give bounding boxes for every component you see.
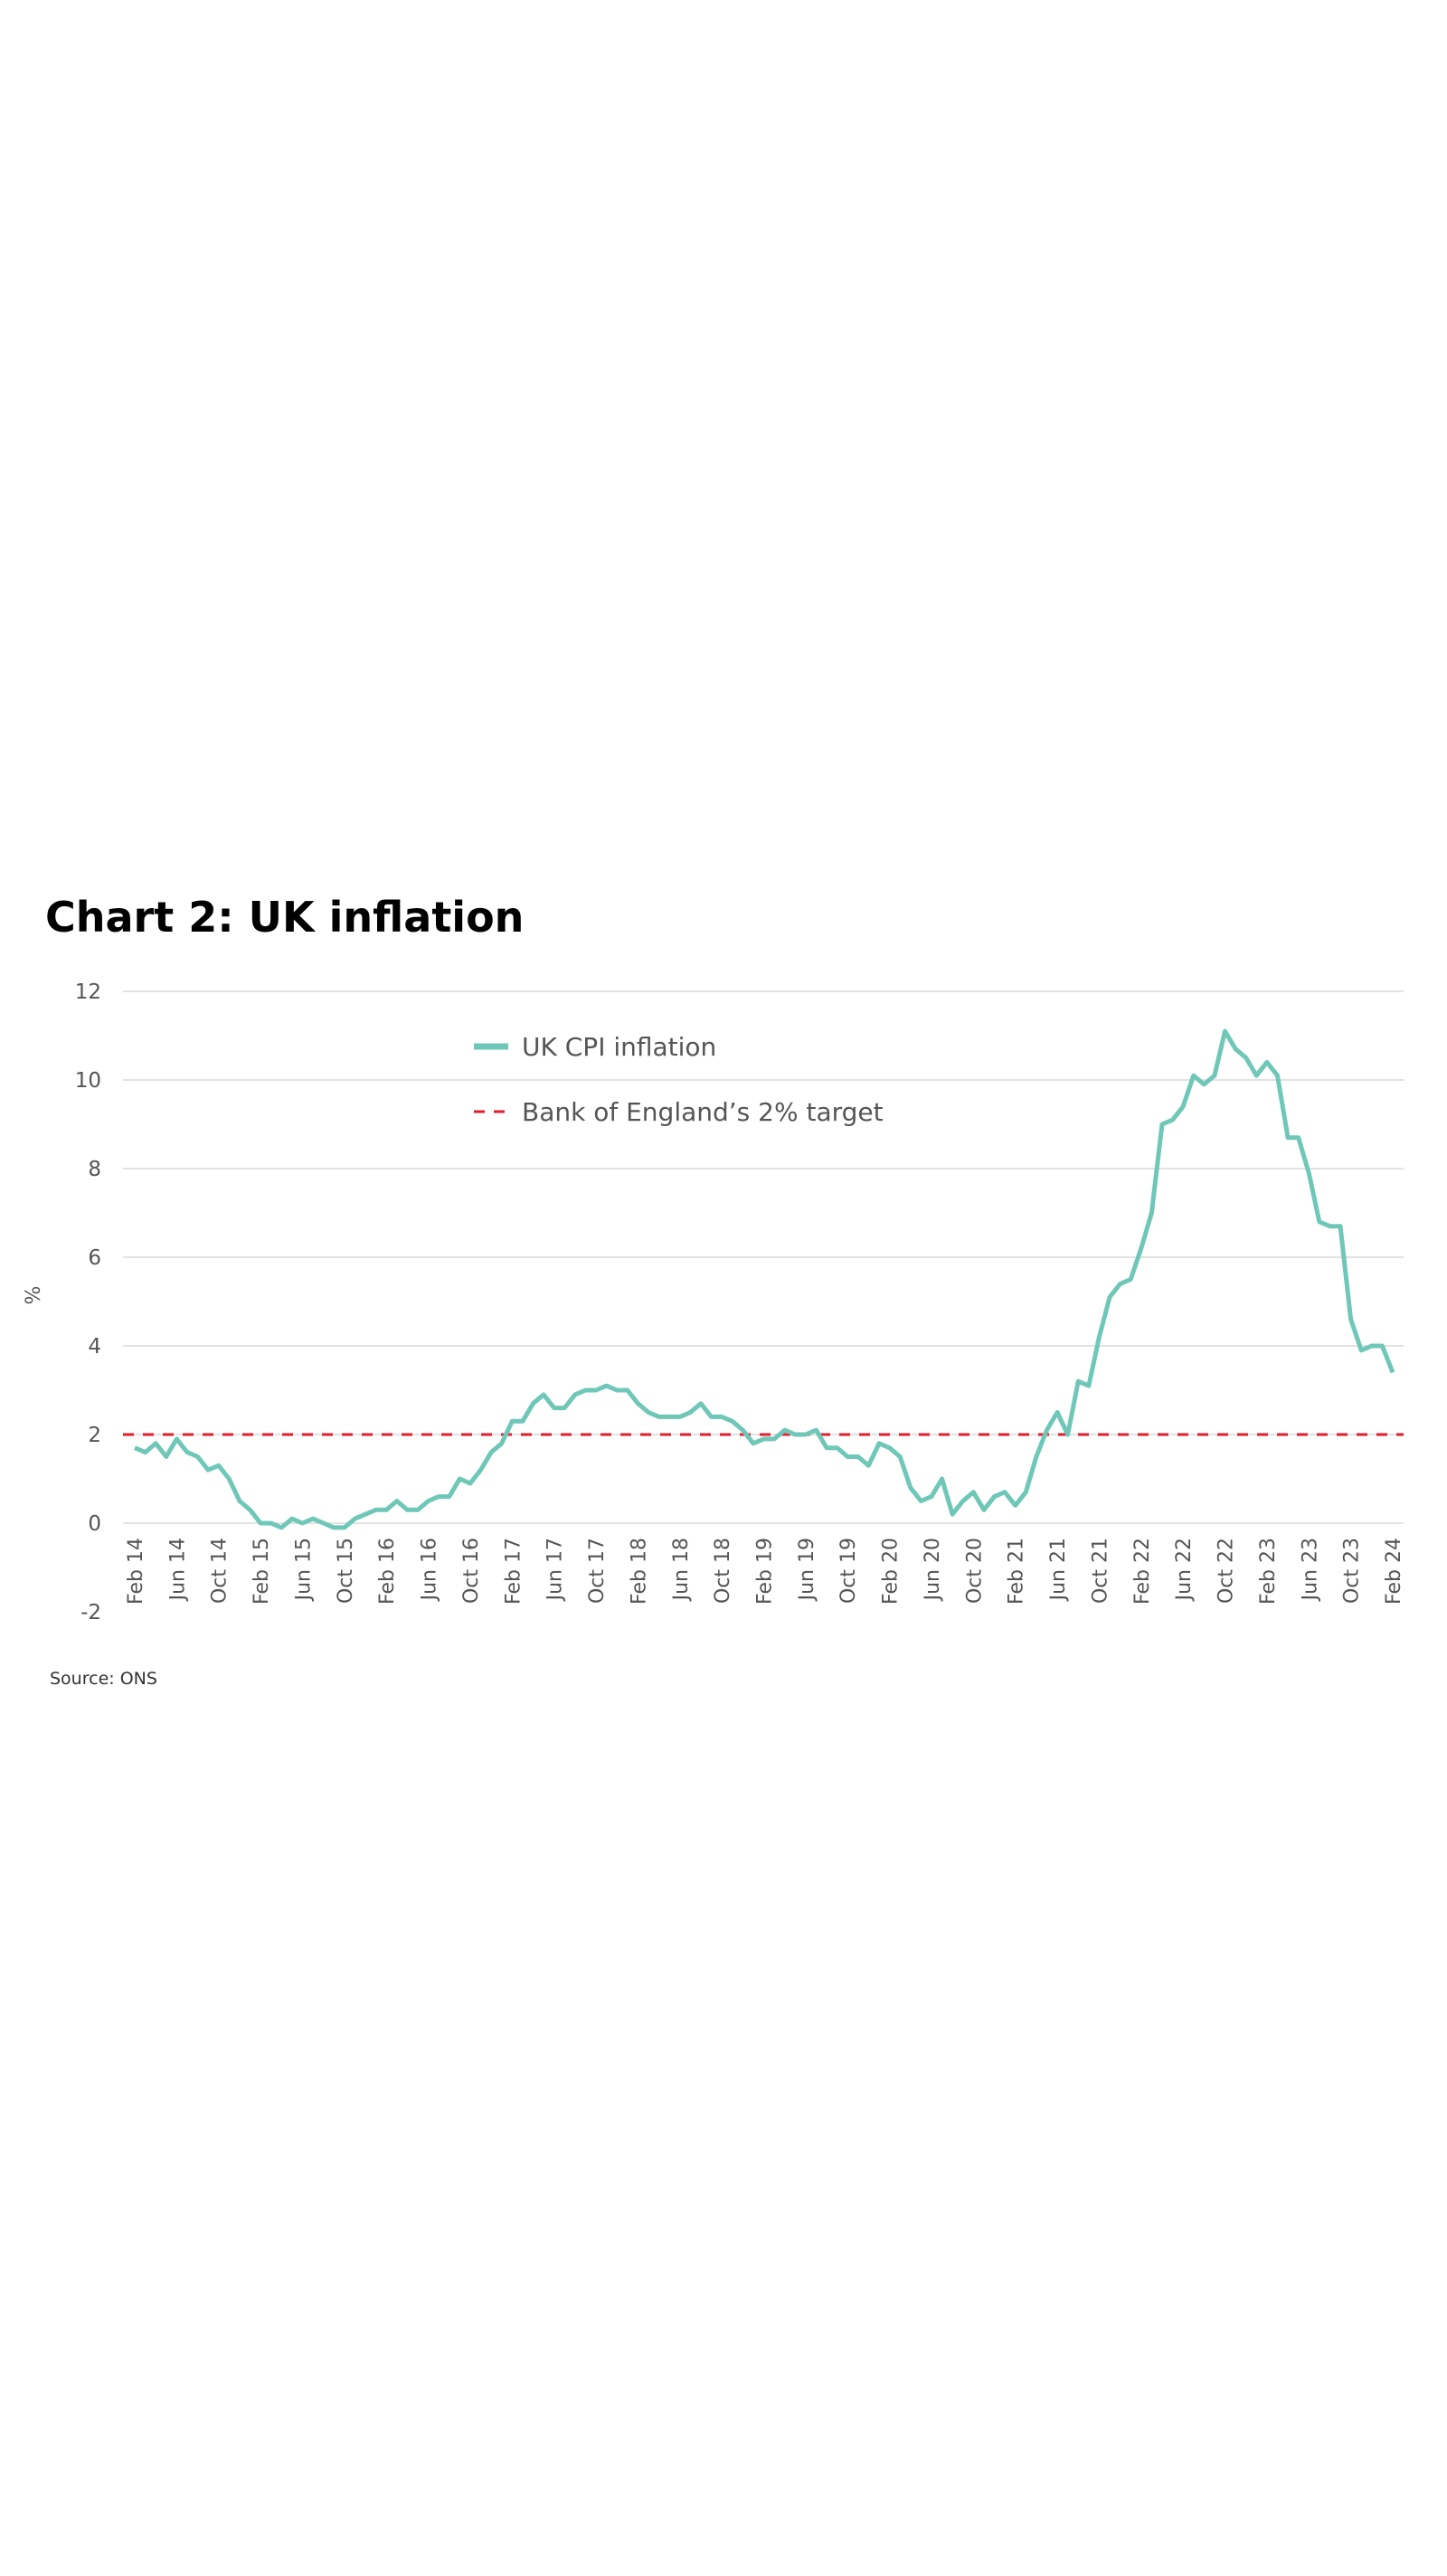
x-tick-label: Feb 16 xyxy=(376,1538,399,1605)
x-tick-label: Feb 14 xyxy=(125,1538,147,1605)
x-tick-label: Oct 14 xyxy=(209,1538,232,1604)
data-line xyxy=(134,1028,1395,1530)
y-axis-title: % xyxy=(23,1286,45,1305)
x-tick-label: Jun 18 xyxy=(670,1538,693,1602)
x-tick-label: Jun 17 xyxy=(544,1538,567,1602)
y-tick-label: 0 xyxy=(88,1512,101,1536)
legend-label: Bank of England’s 2% target xyxy=(522,1097,884,1127)
x-tick-label: Jun 22 xyxy=(1173,1538,1196,1602)
x-tick-label: Oct 21 xyxy=(1089,1538,1111,1604)
x-tick-label: Oct 18 xyxy=(712,1538,734,1604)
x-tick-label: Feb 21 xyxy=(1006,1538,1028,1605)
x-tick-label: Feb 24 xyxy=(1383,1538,1405,1605)
x-tick-label: Feb 19 xyxy=(754,1538,777,1605)
y-tick-label: 4 xyxy=(88,1335,101,1359)
x-tick-label: Oct 16 xyxy=(460,1538,483,1604)
x-tick-label: Feb 20 xyxy=(880,1538,903,1605)
x-tick-label: Jun 21 xyxy=(1047,1538,1070,1602)
x-tick-label: Jun 14 xyxy=(166,1538,189,1602)
y-tick-label: 12 xyxy=(75,980,101,1004)
source: Source: ONS xyxy=(50,1669,157,1689)
x-tick-label: Jun 16 xyxy=(419,1538,441,1602)
x-tick-label: Feb 22 xyxy=(1131,1538,1154,1605)
x-tick-label: Jun 19 xyxy=(796,1538,818,1602)
y-tick-label: 2 xyxy=(88,1424,101,1447)
y-tick-label: 6 xyxy=(88,1246,101,1270)
y-tick-label: -2 xyxy=(80,1601,101,1624)
x-tick-label: Oct 22 xyxy=(1215,1538,1238,1604)
x-tick-label: Feb 23 xyxy=(1257,1538,1280,1605)
y-tick-label: 8 xyxy=(88,1158,101,1181)
x-tick-label: Feb 18 xyxy=(628,1538,650,1605)
legend-label: UK CPI inflation xyxy=(522,1032,716,1062)
x-tick-label: Oct 20 xyxy=(963,1538,986,1604)
y-tick-label: 10 xyxy=(75,1069,101,1093)
x-tick-label: Jun 23 xyxy=(1299,1538,1321,1602)
x-tick-label: Feb 17 xyxy=(502,1538,525,1605)
x-tick-label: Oct 19 xyxy=(837,1538,860,1604)
x-tick-label: Oct 23 xyxy=(1341,1538,1364,1604)
x-tick-label: Oct 17 xyxy=(586,1538,609,1604)
x-tick-label: Jun 20 xyxy=(922,1538,944,1602)
x-tick-label: Feb 15 xyxy=(251,1538,273,1605)
x-tick-label: Jun 15 xyxy=(292,1538,315,1602)
x-tick-label: Oct 15 xyxy=(335,1538,357,1604)
chart-title: Chart 2: UK inflation xyxy=(45,893,524,942)
